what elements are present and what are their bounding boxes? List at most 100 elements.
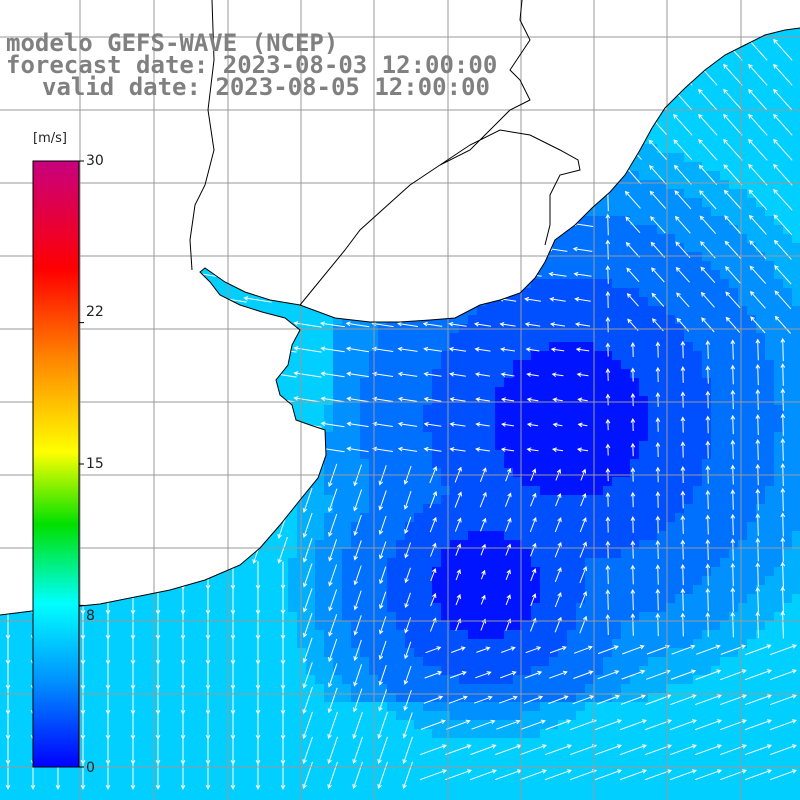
- speed-cell: [702, 243, 712, 253]
- speed-cell: [297, 378, 307, 388]
- speed-cell: [729, 441, 739, 451]
- speed-cell: [738, 225, 748, 235]
- speed-cell: [756, 171, 766, 181]
- speed-cell: [747, 477, 757, 487]
- speed-cell: [405, 450, 415, 460]
- speed-cell: [504, 477, 514, 487]
- speed-cell: [783, 495, 793, 505]
- speed-cell: [513, 387, 523, 397]
- speed-cell: [711, 189, 721, 199]
- speed-cell: [612, 198, 622, 208]
- speed-cell: [612, 333, 622, 343]
- speed-cell: [288, 396, 298, 406]
- speed-cell: [639, 198, 649, 208]
- speed-cell: [765, 396, 775, 406]
- speed-cell: [630, 243, 640, 253]
- speed-cell: [720, 378, 730, 388]
- speed-cell: [468, 315, 478, 325]
- speed-cell: [513, 315, 523, 325]
- speed-cell: [684, 117, 694, 127]
- speed-cell: [540, 423, 550, 433]
- speed-cell: [720, 405, 730, 415]
- speed-cell: [468, 432, 478, 442]
- speed-cell: [549, 432, 559, 442]
- speed-cell: [585, 270, 595, 280]
- speed-cell: [774, 405, 784, 415]
- speed-cell: [666, 432, 676, 442]
- speed-cell: [639, 396, 649, 406]
- speed-cell: [585, 315, 595, 325]
- speed-cell: [495, 468, 505, 478]
- speed-cell: [711, 126, 721, 136]
- speed-cell: [468, 405, 478, 415]
- speed-cell: [585, 306, 595, 316]
- speed-cell: [387, 342, 397, 352]
- speed-cell: [567, 378, 577, 388]
- speed-cell: [621, 468, 631, 478]
- speed-cell: [738, 72, 748, 82]
- speed-cell: [738, 279, 748, 289]
- speed-cell: [567, 315, 577, 325]
- speed-cell: [693, 369, 703, 379]
- speed-cell: [432, 441, 442, 451]
- speed-cell: [738, 189, 748, 199]
- speed-cell: [477, 423, 487, 433]
- speed-cell: [621, 171, 631, 181]
- speed-cell: [747, 423, 757, 433]
- speed-cell: [522, 333, 532, 343]
- speed-cell: [324, 405, 334, 415]
- speed-cell: [639, 495, 649, 505]
- speed-cell: [639, 432, 649, 442]
- speed-cell: [504, 297, 514, 307]
- speed-cell: [738, 99, 748, 109]
- speed-cell: [540, 387, 550, 397]
- speed-cell: [738, 486, 748, 496]
- speed-cell: [675, 333, 685, 343]
- speed-cell: [756, 459, 766, 469]
- speed-cell: [774, 477, 784, 487]
- speed-cell: [792, 180, 800, 190]
- speed-cell: [729, 468, 739, 478]
- speed-cell: [639, 405, 649, 415]
- speed-cell: [675, 162, 685, 172]
- speed-cell: [720, 351, 730, 361]
- speed-cell: [567, 387, 577, 397]
- speed-cell: [783, 153, 793, 163]
- speed-cell: [612, 270, 622, 280]
- speed-cell: [405, 387, 415, 397]
- speed-cell: [729, 333, 739, 343]
- speed-cell: [765, 81, 775, 91]
- speed-cell: [711, 81, 721, 91]
- speed-cell: [657, 216, 667, 226]
- speed-cell: [792, 216, 800, 226]
- speed-cell: [558, 405, 568, 415]
- speed-cell: [486, 468, 496, 478]
- speed-cell: [423, 351, 433, 361]
- speed-cell: [297, 306, 307, 316]
- speed-cell: [522, 486, 532, 496]
- speed-cell: [486, 441, 496, 451]
- speed-cell: [405, 468, 415, 478]
- speed-cell: [675, 171, 685, 181]
- speed-cell: [666, 153, 676, 163]
- speed-cell: [630, 234, 640, 244]
- speed-cell: [360, 441, 370, 451]
- speed-cell: [783, 441, 793, 451]
- speed-cell: [675, 423, 685, 433]
- speed-cell: [765, 288, 775, 298]
- speed-cell: [621, 405, 631, 415]
- speed-cell: [378, 405, 388, 415]
- speed-cell: [765, 477, 775, 487]
- speed-cell: [711, 378, 721, 388]
- speed-cell: [603, 360, 613, 370]
- speed-cell: [693, 81, 703, 91]
- speed-cell: [783, 243, 793, 253]
- speed-cell: [540, 405, 550, 415]
- speed-cell: [702, 378, 712, 388]
- speed-cell: [720, 72, 730, 82]
- speed-cell: [792, 423, 800, 433]
- speed-cell: [315, 369, 325, 379]
- speed-cell: [351, 459, 361, 469]
- speed-cell: [720, 396, 730, 406]
- speed-cell: [612, 351, 622, 361]
